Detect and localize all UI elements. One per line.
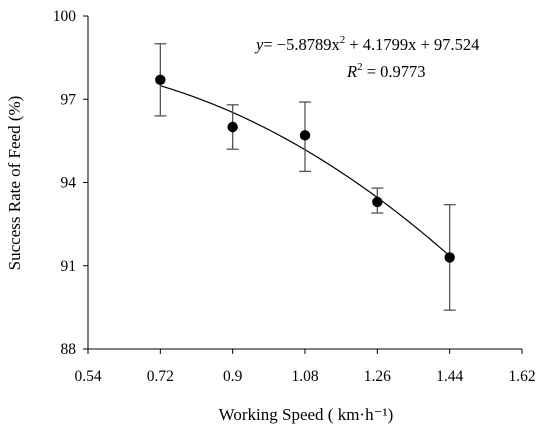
x-tick-label: 0.72 [147,368,174,385]
r-squared-label: R [346,62,357,81]
equation-rest: + 4.1799x + 97.524 [345,35,479,54]
x-tick-label: 1.62 [508,368,535,385]
data-point [372,196,383,208]
r-squared-annotation: R2 = 0.9773 [346,61,426,81]
tick-labels: 0.54 0.72 0.9 1.08 1.26 1.44 1.62 88 91 94 97 100 [53,8,536,385]
data-point [155,74,166,86]
data-point [299,130,311,141]
y-tick-label: 100 [53,8,77,25]
r-squared-value: = 0.9773 [363,62,426,81]
equation-body: = −5.8789x [263,35,340,54]
equation-annotation: y= −5.8789x2 + 4.1799x + 97.524 [254,34,479,54]
data-point [227,121,238,133]
axes [87,16,522,350]
x-tick-label: 1.26 [364,368,391,385]
y-tick-label: 91 [61,258,77,275]
x-tick-label: 1.08 [291,368,318,385]
x-tick-label: 0.9 [223,368,243,385]
equation-prefix: y [254,35,264,54]
equation-exponent: 2 [340,34,346,46]
y-axis-title: Success Rate of Feed (%) [5,96,24,271]
tick-marks [83,15,523,354]
y-tick-label: 94 [61,175,77,192]
y-tick-label: 97 [61,91,77,108]
r-squared-exponent: 2 [357,61,363,73]
x-tick-label: 1.44 [436,368,463,385]
data-point [444,252,455,263]
x-tick-label: 0.54 [74,368,101,385]
y-tick-label: 88 [61,341,77,358]
error-bars [154,43,456,311]
x-axis-title: Working Speed ( km·h⁻¹) [219,405,394,424]
data-points [155,74,455,263]
